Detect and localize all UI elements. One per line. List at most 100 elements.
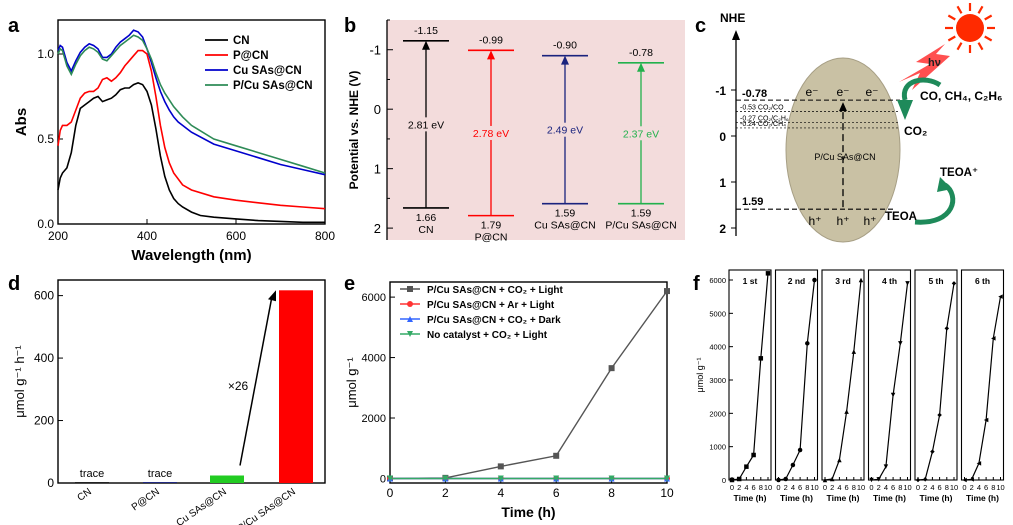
x-axis-label: Time (h) [966, 493, 999, 503]
redox-level-label: -0.24 CO₂/CH₄ [740, 121, 786, 128]
y-tick-label: 3000 [709, 376, 726, 385]
gap-label: 2.81 eV [408, 119, 444, 131]
gap-arrowhead [561, 55, 569, 65]
cycle-line [731, 273, 769, 481]
bar-2 [210, 475, 244, 483]
y-tick-label: 2000 [362, 413, 386, 425]
x-tick-label: 6 [553, 486, 560, 500]
x-tick-label: CN [76, 486, 94, 503]
sun-ray [984, 14, 993, 21]
x-tick-label: 2 [970, 483, 974, 492]
y-tick-label: 0 [722, 476, 726, 485]
panel-label-d: d [8, 273, 20, 295]
x-tick-label: 4 [837, 483, 841, 492]
x-tick-label: 8 [898, 483, 902, 492]
x-tick-label: 2 [877, 483, 881, 492]
gap-label-bg [402, 117, 450, 132]
data-point [783, 476, 788, 482]
data-point [744, 464, 749, 469]
legend-label: CN [233, 35, 250, 47]
y-tick-label: 200 [34, 414, 54, 428]
series-line-3 [57, 34, 326, 174]
sun-ray [947, 35, 956, 42]
x-tick-label: P@CN [130, 486, 162, 513]
material-name: Cu SAs@CN [534, 220, 595, 232]
x-tick-label: 600 [226, 229, 246, 243]
bar-data-label: trace [80, 468, 104, 480]
x-axis-label: Time (h) [920, 493, 953, 503]
data-point [915, 477, 921, 483]
y-tick-label: 6000 [362, 292, 386, 304]
cycle-label: 3 rd [835, 276, 851, 286]
x-tick-label: 8 [991, 483, 995, 492]
hole-label: h⁺ [808, 214, 821, 228]
cb-value-label: -1.15 [414, 25, 438, 37]
data-point [790, 462, 796, 468]
x-tick-label: 0 [387, 486, 394, 500]
x-tick-label: 8 [805, 483, 809, 492]
x-axis-label: Wavelength (nm) [131, 247, 251, 264]
x-tick-label: 200 [48, 229, 68, 243]
x-tick-label: 10 [950, 483, 958, 492]
legend-marker [407, 301, 413, 307]
y-tick-label: 400 [34, 351, 54, 365]
legend-label: Cu SAs@CN [233, 65, 302, 77]
y-axis-label: Abs [13, 108, 30, 136]
x-tick-label: 10 [903, 483, 911, 492]
light-label: hν [928, 57, 941, 69]
panel-e-time-course-chart: 0 2 4 6 8 10 0 2000 4000 6000 Time (h) μmol g⁻¹ P/Cu… [344, 281, 674, 520]
x-tick-label: P/Cu SAs@CN [236, 486, 298, 525]
redox-level-label: -0.53 CO₂/CO [740, 105, 784, 112]
legend-marker [407, 331, 413, 337]
x-tick-label: 10 [764, 483, 772, 492]
data-point [858, 277, 864, 283]
y-axis-label: μmol g⁻¹ [344, 357, 359, 408]
data-point [898, 341, 903, 346]
bar-data-label: trace [148, 468, 172, 480]
x-tick-label: 0 [823, 483, 827, 492]
panel-label-f: f [693, 273, 700, 295]
x-tick-label: 2 [737, 483, 741, 492]
cycle-frame [960, 269, 1005, 481]
data-point [969, 477, 974, 482]
y-tick-label: 1000 [709, 443, 726, 452]
data-point [387, 475, 393, 482]
x-tick-label: 0 [730, 483, 734, 492]
axis-title: NHE [720, 11, 745, 25]
cycle-frame [728, 269, 772, 481]
panel-b-band-chart: -1 0 1 2 Potential vs. NHE (V) -1.15 2.81 eV 1.… [347, 19, 685, 244]
x-tick-label: Cu SAs@CN [174, 486, 228, 525]
reduction-arrow [901, 77, 942, 101]
y-tick-label: 1.0 [37, 47, 54, 61]
plot-frame [57, 19, 326, 225]
gap-label: 2.49 eV [547, 125, 583, 137]
increase-arrowhead [268, 290, 276, 302]
panel-label-e: e [344, 273, 355, 295]
data-point [608, 365, 615, 372]
data-point [890, 392, 896, 398]
x-tick-label: 10 [660, 486, 674, 500]
y-tick-label: 0 [380, 473, 386, 485]
y-tick-label: 5000 [709, 309, 726, 318]
series-line-1 [57, 49, 326, 210]
panel-c-mechanism-diagram: NHE -1 0 1 2 -0.78 1.59 -0.53 CO₂/CO -0.27 CO₂/C… [715, 3, 1003, 243]
cb-value-label: -0.99 [479, 34, 503, 46]
cb-value-label: -0.90 [553, 40, 577, 52]
cb-value-label: -0.78 [629, 47, 653, 59]
data-point [930, 449, 935, 454]
sun-ray [956, 42, 963, 51]
x-axis-label: Time (h) [873, 493, 906, 503]
y-tick-label: -1 [369, 43, 381, 58]
data-point [664, 475, 670, 482]
cycle-label: 1 st [743, 276, 758, 286]
data-point [765, 271, 771, 276]
x-tick-label: 4 [497, 486, 504, 500]
x-tick-label: 2 [442, 486, 449, 500]
x-tick-label: 8 [759, 483, 763, 492]
y-tick-label: 2 [374, 221, 381, 236]
bar-0 [75, 482, 109, 483]
data-point [497, 475, 504, 482]
x-tick-label: 0 [869, 483, 873, 492]
legend-marker [407, 316, 413, 322]
